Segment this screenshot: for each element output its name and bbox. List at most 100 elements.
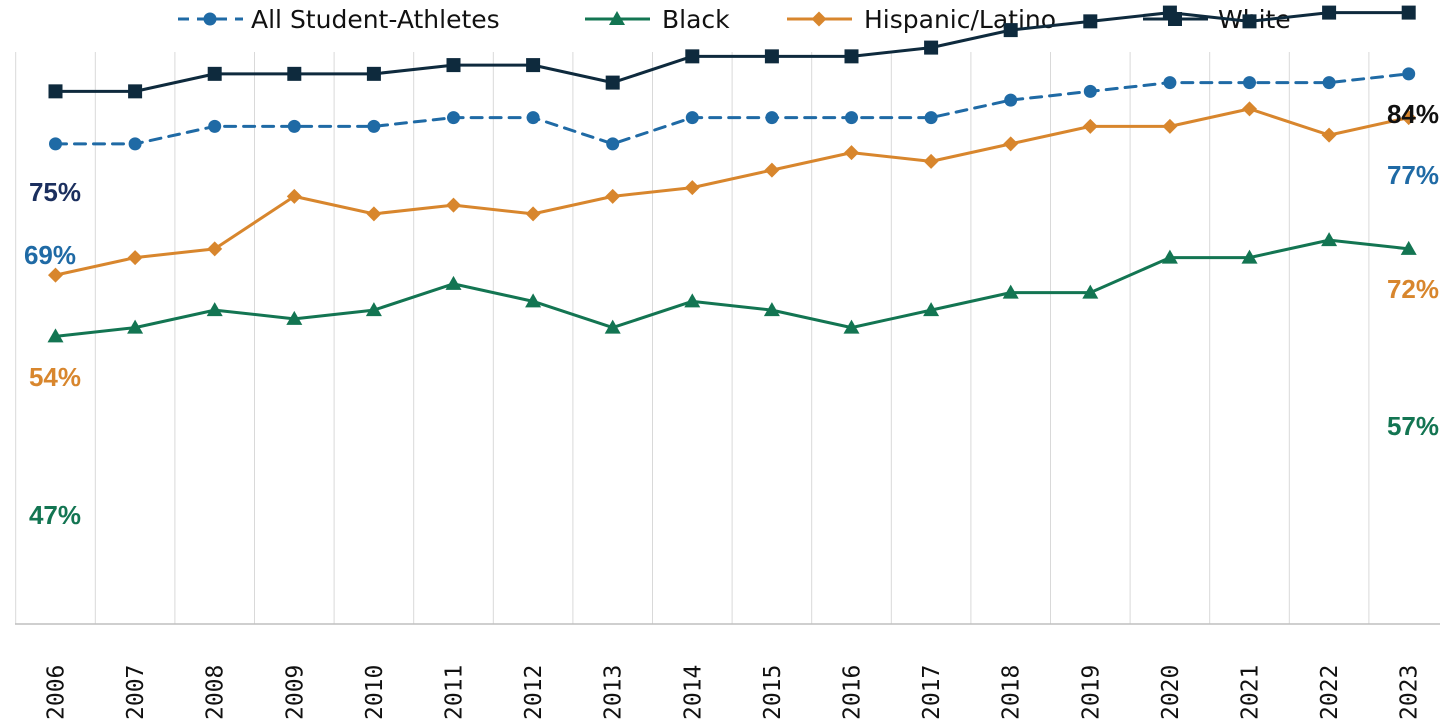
x-tick-label: 2021 — [1238, 665, 1264, 720]
x-tick-label: 2011 — [442, 665, 468, 720]
data-label: 75% — [29, 177, 81, 207]
x-tick-label: 2019 — [1078, 665, 1104, 720]
data-point — [1401, 110, 1417, 126]
data-point — [843, 319, 860, 334]
data-point — [1082, 118, 1098, 134]
data-point — [525, 206, 541, 222]
grid-lines — [15, 52, 1370, 624]
series-line — [54, 238, 1411, 338]
data-point — [447, 111, 460, 125]
data-point — [1161, 249, 1178, 264]
data-point — [685, 111, 699, 125]
x-tick-label: 2018 — [999, 665, 1025, 720]
data-point — [923, 153, 939, 169]
data-point — [1243, 76, 1256, 90]
data-point — [49, 137, 62, 151]
x-tick-label: 2020 — [1158, 665, 1184, 720]
data-point — [811, 11, 827, 27]
data-point — [127, 250, 143, 266]
x-tick-label: 2008 — [203, 665, 229, 720]
data-point — [604, 319, 621, 334]
x-tick-label: 2009 — [282, 665, 308, 720]
data-point — [365, 302, 382, 317]
data-point — [763, 302, 780, 317]
data-label: 84% — [1387, 99, 1439, 129]
x-tick-label: 2014 — [680, 665, 706, 720]
series-hispanic — [48, 101, 1417, 283]
data-point — [207, 241, 223, 257]
data-point — [366, 206, 382, 222]
x-axis: 2006 2007 2008 2009 2010 2011 2012 2013 2014 2015… — [15, 623, 1440, 720]
data-point — [128, 137, 142, 151]
data-point — [48, 267, 63, 283]
x-tick-label: 2017 — [919, 665, 945, 720]
data-point — [367, 119, 381, 133]
legend-label: All Student-Athletes — [251, 5, 500, 34]
data-point — [606, 137, 620, 151]
data-point — [1241, 249, 1258, 264]
data-point — [1322, 5, 1337, 20]
data-point — [684, 180, 700, 196]
series-all — [49, 67, 1416, 151]
data-point — [446, 197, 461, 213]
x-tick-label: 2010 — [362, 665, 388, 720]
data-point — [1162, 118, 1178, 134]
data-point — [1321, 127, 1337, 143]
x-tick-label: 2013 — [601, 665, 627, 720]
x-tick-label: 2023 — [1397, 665, 1423, 720]
data-label: 47% — [29, 500, 81, 530]
data-point — [1082, 284, 1099, 299]
data-point — [1322, 76, 1336, 90]
data-point — [366, 66, 381, 81]
data-point — [844, 145, 859, 161]
data-point — [208, 119, 222, 133]
data-point — [924, 40, 939, 55]
data-point — [764, 162, 780, 178]
data-point — [1003, 136, 1019, 152]
x-tick-label: 2015 — [760, 665, 786, 720]
series-black — [47, 232, 1417, 343]
x-tick-label: 2022 — [1317, 665, 1343, 720]
data-point — [1402, 67, 1416, 81]
data-point — [684, 293, 701, 308]
data-point — [48, 84, 63, 99]
data-point — [286, 310, 303, 325]
data-point — [1003, 23, 1018, 38]
data-point — [924, 111, 938, 125]
data-point — [1083, 14, 1098, 29]
data-point — [1004, 93, 1018, 107]
data-point — [1163, 76, 1177, 90]
x-tick-label: 2007 — [123, 665, 149, 720]
data-point — [1400, 240, 1417, 255]
data-point — [286, 188, 302, 204]
legend: All Student-Athletes Black Hispanic/Latino… — [178, 5, 1291, 34]
legend-item-all: All Student-Athletes — [178, 5, 500, 34]
data-label: 57% — [1387, 411, 1439, 441]
data-point — [845, 111, 858, 125]
data-point — [206, 302, 223, 317]
data-label: 69% — [24, 240, 76, 270]
x-tick-label: 2016 — [840, 665, 866, 720]
data-point — [526, 111, 540, 125]
series-line — [54, 11, 1411, 93]
data-point — [526, 58, 541, 73]
data-point — [287, 119, 301, 133]
data-labels: 75% 69% 54% 47% 84% 77% 72% 57% — [24, 99, 1439, 530]
series-group — [47, 5, 1417, 343]
data-point — [1242, 14, 1257, 29]
data-point — [127, 319, 144, 334]
series-line — [54, 72, 1411, 146]
data-point — [605, 188, 621, 204]
data-point — [1321, 232, 1338, 247]
data-point — [203, 12, 217, 26]
x-tick-label: 2006 — [44, 665, 70, 720]
data-point — [445, 275, 462, 290]
data-point — [1401, 5, 1416, 20]
data-point — [1083, 84, 1097, 98]
data-point — [287, 66, 302, 81]
data-point — [1002, 284, 1019, 299]
data-point — [844, 49, 859, 64]
data-point — [605, 75, 620, 90]
legend-label: Black — [662, 5, 730, 34]
